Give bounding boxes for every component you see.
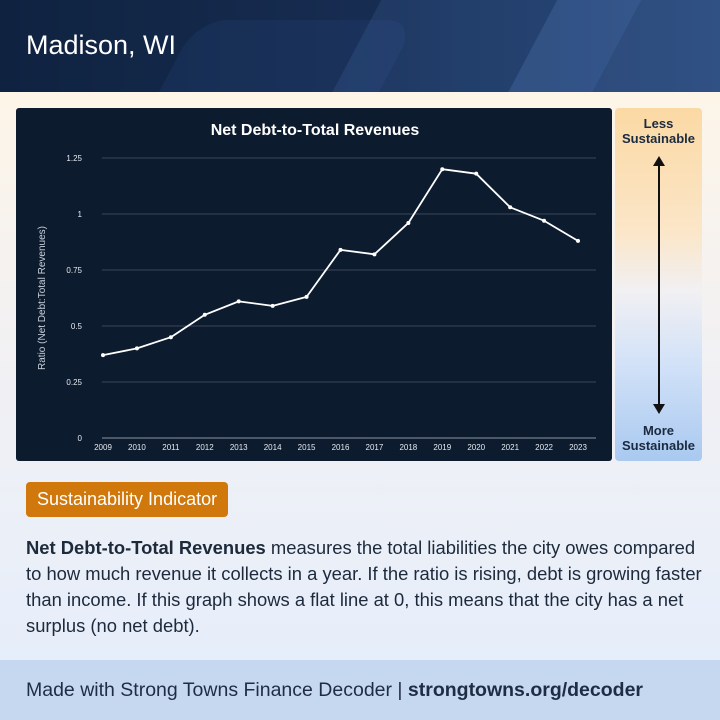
data-point (236, 299, 241, 304)
description-text: measures the total liabilities the city … (26, 537, 702, 636)
x-tick-label: 2011 (162, 443, 180, 452)
data-point (304, 294, 309, 299)
line-chart: Net Debt-to-Total Revenues Ratio (Net De… (37, 122, 596, 452)
x-tick-label: 2014 (264, 443, 282, 452)
x-tick-label: 2020 (467, 443, 485, 452)
y-tick-label: 0.75 (66, 266, 82, 275)
x-tick-label: 2015 (298, 443, 316, 452)
x-tick-label: 2017 (366, 443, 384, 452)
data-point (508, 205, 513, 210)
sustainability-indicator-badge: Sustainability Indicator (26, 482, 229, 517)
x-tick-label: 2021 (501, 443, 519, 452)
x-tick-label: 2013 (230, 443, 248, 452)
x-tick-label: 2016 (332, 443, 350, 452)
scale-bottom-line1: More (642, 423, 675, 438)
data-point (270, 303, 275, 308)
data-point (202, 312, 207, 317)
scale-bottom-label: More Sustainable (615, 423, 702, 453)
y-tick-label: 0.5 (71, 322, 83, 331)
y-tick-label: 0 (78, 434, 83, 443)
city-title: Madison, WI (26, 30, 177, 60)
x-tick-label: 2022 (535, 443, 553, 452)
data-point (168, 335, 173, 340)
x-tick-label: 2012 (196, 443, 214, 452)
series-line (102, 168, 579, 357)
y-tick-label: 1.25 (66, 154, 82, 163)
chart-panel: Net Debt-to-Total Revenues Ratio (Net De… (16, 108, 612, 461)
data-point (576, 238, 580, 243)
scale-top-line2: Sustainable (622, 131, 695, 146)
header-banner: Madison, WI (0, 0, 720, 92)
data-point (542, 218, 547, 223)
sustainability-scale: Less Sustainable More Sustainable (615, 108, 702, 461)
footer-prefix: Made with Strong Towns Finance Decoder | (26, 679, 408, 701)
description-paragraph: Net Debt-to-Total Revenues measures the … (26, 535, 706, 639)
data-point (406, 220, 411, 225)
y-tick-label: 1 (78, 210, 83, 219)
data-point (101, 353, 105, 358)
x-tick-label: 2023 (569, 443, 587, 452)
x-tick-label: 2018 (399, 443, 417, 452)
x-tick-label: 2019 (433, 443, 451, 452)
scale-bottom-line2: Sustainable (622, 438, 695, 453)
y-axis-label: Ratio (Net Debt:Total Revenues) (37, 226, 48, 370)
footer: Made with Strong Towns Finance Decoder |… (0, 660, 720, 720)
data-point (372, 252, 377, 257)
x-tick-label: 2009 (94, 443, 112, 452)
data-point (440, 167, 445, 172)
data-point (474, 171, 479, 176)
x-tick-label: 2010 (128, 443, 146, 452)
y-tick-label: 0.25 (66, 378, 82, 387)
scale-top-line1: Less (643, 116, 674, 131)
description-term: Net Debt-to-Total Revenues (26, 537, 266, 558)
data-point (338, 247, 343, 252)
data-point (134, 346, 139, 351)
footer-text: Made with Strong Towns Finance Decoder |… (26, 679, 643, 702)
footer-link[interactable]: strongtowns.org/decoder (407, 679, 644, 701)
chart-title: Net Debt-to-Total Revenues (211, 122, 420, 139)
scale-top-label: Less Sustainable (615, 116, 702, 146)
double-arrow-icon (653, 156, 665, 414)
